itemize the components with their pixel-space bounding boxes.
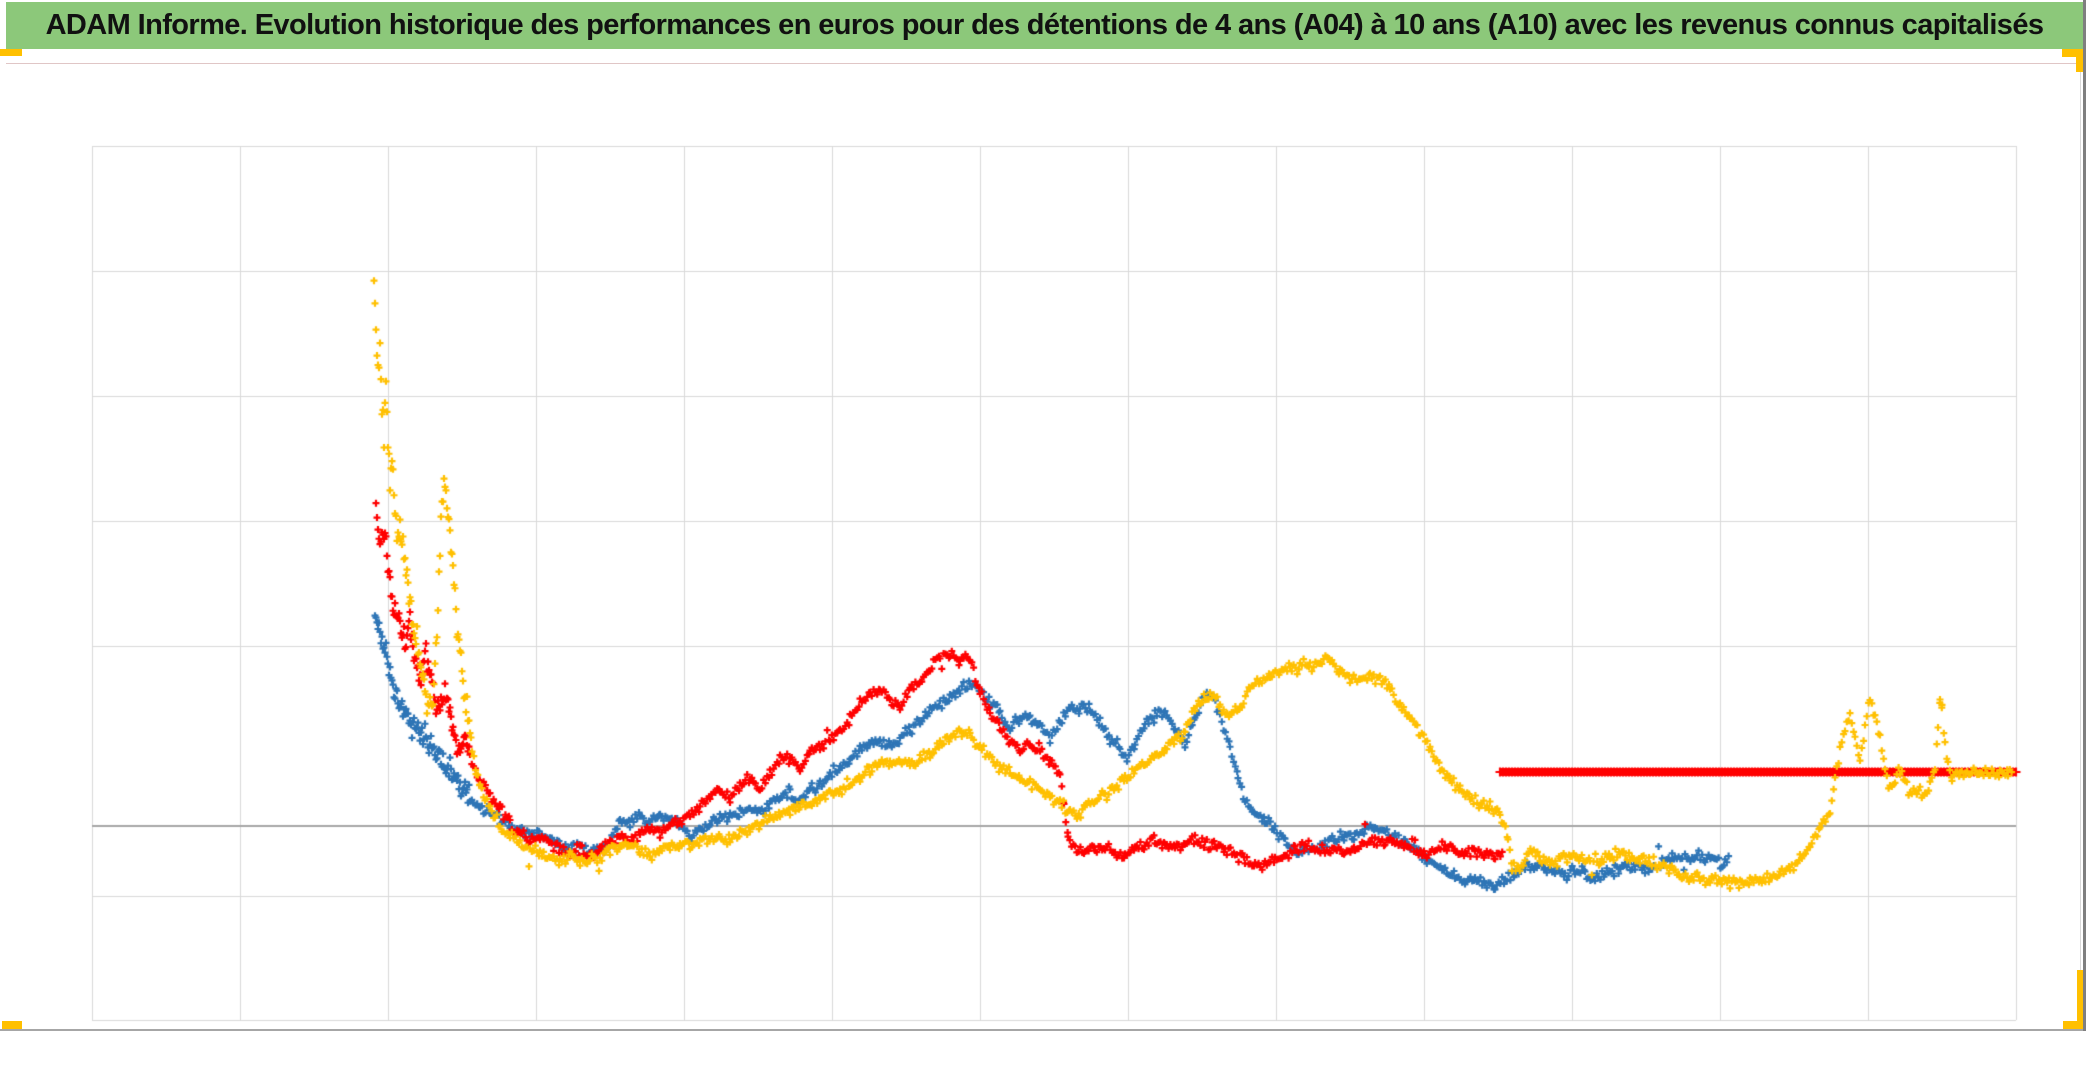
top-right-accent-horizontal — [2062, 49, 2083, 57]
performance-scatter-chart-canvas — [0, 49, 2086, 1080]
top-right-accent-vertical — [2076, 49, 2083, 72]
bottom-left-accent — [2, 1021, 22, 1029]
page-title: ADAM Informe. Evolution historique des p… — [45, 9, 2044, 41]
bottom-right-accent-vertical — [2077, 970, 2084, 1030]
chart-area[interactable] — [0, 49, 2086, 1080]
chart-object-right-border — [2080, 63, 2081, 1023]
title-banner: ADAM Informe. Evolution historique des p… — [6, 2, 2083, 49]
bottom-right-accent-horizontal — [2063, 1021, 2086, 1030]
bottom-rule — [0, 1029, 2086, 1031]
chart-object-top-border — [6, 63, 2080, 64]
right-edge-strip — [2083, 0, 2086, 1031]
top-left-accent — [0, 49, 22, 56]
